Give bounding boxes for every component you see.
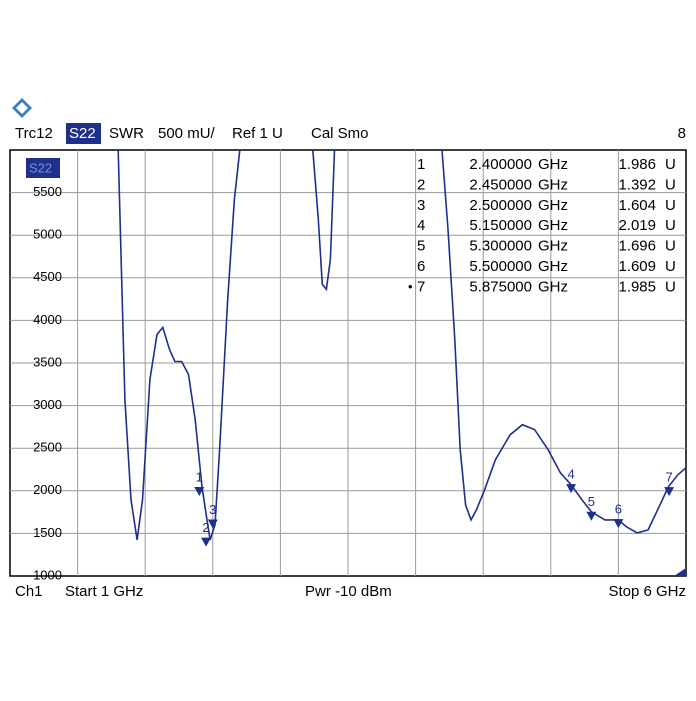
cal: Cal Smo: [311, 125, 369, 142]
marker-freq: 2.500000: [469, 197, 532, 214]
value-unit: U: [665, 197, 676, 214]
marker-freq: 5.150000: [469, 217, 532, 234]
marker: [586, 511, 597, 521]
y-tick-label: 5500: [33, 184, 62, 199]
freq-unit: GHz: [538, 176, 568, 193]
trace-name: Trc12: [15, 125, 53, 142]
marker-number: 5: [417, 238, 425, 255]
y-tick-label: 3000: [33, 397, 62, 412]
value-unit: U: [665, 278, 676, 295]
value-unit: U: [665, 217, 676, 234]
value-unit: U: [665, 238, 676, 255]
power: Pwr -10 dBm: [305, 583, 392, 600]
value-unit: U: [665, 156, 676, 173]
marker-number: 3: [417, 197, 425, 214]
marker-table: 1 2.400000 GHz 1.986 U 2 2.450000 GHz 1.392 U 3 2.5…: [408, 156, 676, 295]
marker-freq: 5.875000: [469, 278, 532, 295]
start: Start 1 GHz: [65, 583, 143, 600]
grid: 1000 1500 2000 2500 3000 3500 4000 4500 5000 5500: [10, 150, 686, 582]
freq-unit: GHz: [538, 217, 568, 234]
freq-unit: GHz: [538, 258, 568, 275]
y-tick-label: 2500: [33, 440, 62, 455]
marker-label: 3: [209, 502, 216, 517]
marker-value: 1.986: [618, 156, 656, 173]
y-tick-label: 5000: [33, 227, 62, 242]
freq-unit: GHz: [538, 278, 568, 295]
y-tick-label: 3500: [33, 354, 62, 369]
value-unit: U: [665, 176, 676, 193]
marker-number: 1: [417, 156, 425, 173]
marker-value: 1.392: [618, 176, 656, 193]
marker-freq: 5.500000: [469, 258, 532, 275]
ref: Ref 1 U: [232, 125, 283, 142]
trace-badge-label: S22: [29, 160, 52, 175]
marker-label: 7: [665, 470, 672, 485]
marker-freq: 2.450000: [469, 176, 532, 193]
logo: [12, 98, 32, 118]
marker-number: 7: [417, 278, 425, 295]
active-bullet: •: [408, 279, 413, 294]
marker: [194, 486, 205, 496]
marker: [201, 537, 212, 547]
marker-value: 2.019: [618, 217, 656, 234]
y-tick-label: 4500: [33, 269, 62, 284]
marker-value: 1.985: [618, 278, 656, 295]
marker: [207, 519, 218, 529]
scale: 500 mU/: [158, 125, 216, 142]
marker-value: 1.604: [618, 197, 656, 214]
marker-number: 6: [417, 258, 425, 275]
marker-freq: 2.400000: [469, 156, 532, 173]
y-tick-label: 4000: [33, 312, 62, 327]
format: SWR: [109, 125, 144, 142]
y-tick-label: 1500: [33, 525, 62, 540]
channel: Ch1: [15, 583, 43, 600]
value-unit: U: [665, 258, 676, 275]
stop: Stop 6 GHz: [608, 583, 686, 600]
marker-label: 5: [588, 494, 595, 509]
freq-unit: GHz: [538, 197, 568, 214]
trace-badge: [26, 158, 60, 178]
param-box: [66, 123, 101, 144]
marker-label: 6: [615, 502, 622, 517]
freq-unit: GHz: [538, 238, 568, 255]
marker: [664, 487, 675, 497]
trace: [117, 150, 686, 541]
y-tick-label: 2000: [33, 482, 62, 497]
marker-number: 2: [417, 176, 425, 193]
marker-value: 1.609: [618, 258, 656, 275]
marker-freq: 5.300000: [469, 238, 532, 255]
marker-label: 4: [567, 467, 574, 482]
freq-unit: GHz: [538, 156, 568, 173]
channel-count: 8: [678, 125, 686, 142]
param: S22: [69, 125, 96, 142]
marker-label: 1: [196, 469, 203, 484]
marker: [613, 519, 624, 529]
marker-value: 1.696: [618, 238, 656, 255]
y-tick-label: 1000: [33, 567, 62, 582]
marker: [566, 484, 577, 494]
marker-label: 2: [202, 520, 209, 535]
marker-number: 4: [417, 217, 425, 234]
corner-indicator: [674, 568, 686, 576]
